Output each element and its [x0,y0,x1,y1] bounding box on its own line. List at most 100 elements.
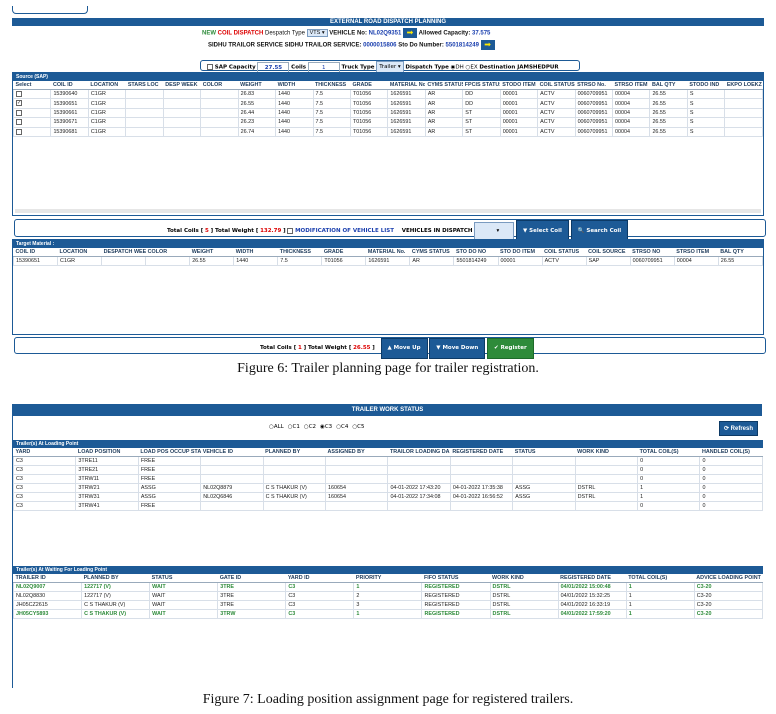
table-cell [162,126,202,138]
table-cell [574,465,639,475]
table-row[interactable]: C3 3TRW21 ASSG NL02Q8879 C S THAKUR (V) 16065… [12,483,763,493]
table-cell: ASSG [512,483,576,493]
table-row[interactable]: C3 3TRW41 FREE 0 0 [12,501,763,511]
table-cell: 26.23 [237,117,277,128]
table-cell: 0060709951 [574,117,614,128]
target-totals-row: Total Coils [ 1 ] Total Weight [ 26.55 ]… [14,337,766,359]
dh-label: DH [455,64,464,71]
table-row[interactable]: C3 3TRE11 FREE 0 0 [12,456,763,466]
table-cell: 1 [353,582,423,592]
allowed-capacity-value: 37.575 [472,30,491,37]
table-cell: 1 [625,591,695,601]
yard-radio-c2[interactable]: ○C2 [304,424,316,430]
vehicles-select[interactable]: ▾ [474,221,515,240]
row-select-checkbox[interactable] [16,119,22,126]
row-select-checkbox[interactable] [16,91,22,97]
table-cell [145,256,191,266]
table-cell: C3-20 [693,591,764,601]
despatch-type-select[interactable]: VTS ▾ [306,29,328,37]
table-cell: S [686,107,726,119]
table-cell: 00001 [499,88,539,100]
table-cell: 26.55 [649,117,688,128]
yard-radio-all[interactable]: ○ALL [269,424,284,430]
register-button[interactable]: ✔ Register [487,338,534,359]
row-select-cell: ✓ [12,98,52,109]
row-select-checkbox[interactable]: ✓ [16,100,22,107]
table-row[interactable]: C3 3TRW31 ASSG NL02Q6846 C S THAKUR (V) 16065… [12,492,763,502]
target-col-header: LOCATION [57,248,102,257]
row-select-checkbox[interactable] [16,109,22,116]
move-up-button[interactable]: ▲ Move Up [380,338,428,359]
bottom-total-weight-value: 26.55 [353,345,371,351]
destination-label: Destination JAMSHEDPUR [479,64,559,71]
table-cell: SAP [585,256,631,266]
table-cell [574,474,639,484]
table-row[interactable]: NL02Q9007 122717 (V) WAIT 3TRE C3 1 REGISTERED… [12,582,764,592]
source-col-header: STRSO No. [575,81,613,90]
bottom-total-weight-label: ] Total Weight [ [303,345,352,351]
table-row[interactable]: ✓ 15390651 C1GR 26.55 1440 7.5 T01056 1626591 AR… [12,98,763,109]
vehicle-go-icon[interactable]: ➡ [402,28,417,38]
table-cell: 3TRE [217,600,287,610]
target-col-header: STRSO ITEM [674,248,719,257]
table-row[interactable]: 15390671 C1GR 26.23 1440 7.5 T01056 1626591 AR S… [12,117,763,128]
table-row[interactable]: 15390651 C1GR 26.55 1440 7.5 T01056 1626591 AR 5… [12,256,764,266]
table-row[interactable]: 15390661 C1GR 26.44 1440 7.5 T01056 1626591 AR S… [12,107,763,119]
table-cell: 0 [699,456,763,466]
vehicle-no-value: NL02Q9351 [368,30,402,37]
waiting-col-header: REGISTERED DATE [558,574,627,583]
row-select-checkbox[interactable] [16,128,22,135]
table-cell: T01056 [349,107,389,119]
modification-checkbox[interactable] [287,227,294,234]
yard-radio-c5[interactable]: ○C5 [352,424,364,430]
yard-radio-c1[interactable]: ○C1 [288,424,300,430]
bottom-total-coils-label: Total Coils [ [260,345,297,351]
table-row[interactable]: NL02Q8830 122717 (V) WAIT 3TRE C3 2 REGISTERED… [12,591,764,601]
table-row[interactable]: 15390681 C1GR 26.74 1440 7.5 T01056 1626591 AR S… [12,126,763,138]
source-col-header: STODO IND [687,81,725,90]
ex-radio[interactable]: ○ [465,64,471,71]
target-col-header: STRSO NO [630,248,675,257]
yard-radio-c4[interactable]: ○C4 [336,424,348,430]
source-totals-row: Total Coils [ 5 ] Total Weight [ 132.79 … [14,219,766,242]
table-cell: C3 [12,492,77,502]
sap-capacity-checkbox[interactable] [207,64,213,70]
table-cell: REGISTERED [421,582,491,592]
waiting-panel: Trailer(s) At Waiting For Loading Point … [12,566,764,676]
horizontal-scrollbar[interactable] [15,209,761,213]
table-cell: 1440 [275,126,314,138]
table-cell: 00004 [673,256,719,266]
target-col-header: STO DO NO [453,248,499,257]
table-cell: 1440 [275,98,314,109]
bottom-close-bracket: ] [372,345,375,351]
table-row[interactable]: C3 3TRE21 FREE 0 0 [12,465,763,475]
row-select-cell [12,88,52,100]
table-cell: ACTV [537,98,576,109]
table-row[interactable]: C3 3TRW11 FREE 0 0 [12,474,763,484]
table-row[interactable]: 15390640 C1GR 26.83 1440 7.5 T01056 1626591 AR D… [12,88,763,100]
total-weight-label: ] Total Weight [ [210,228,259,234]
target-col-header: COLOR [145,248,190,257]
refresh-button[interactable]: ⟳ Refresh [718,421,758,436]
dispatch-type-label: Dispatch Type [405,64,449,71]
truck-type-value: Trailer [379,64,397,70]
table-cell [262,474,327,484]
table-row[interactable]: JH05CZ2615 C S THAKUR (V) WAIT 3TRE C3 3 REGIS… [12,600,764,610]
table-cell: DSTRL [489,591,559,601]
dh-radio[interactable]: ◉ [450,64,456,71]
loading-col-header: YARD [13,448,76,457]
table-cell: WAIT [149,591,219,601]
table-cell: 3TRE11 [75,456,139,466]
waiting-col-header: WORK KIND [490,574,559,583]
table-cell: 26.44 [237,107,277,119]
target-col-header: CYMS STATUS [409,248,454,257]
table-cell: 04/01/2022 16:33:19 [557,600,627,610]
table-row[interactable]: JH05CY5893 C S THAKUR (V) WAIT 3TRW C3 1 REGIS… [12,609,764,619]
table-cell: 7.5 [277,256,323,266]
yard-radio-c3[interactable]: ◉C3 [320,424,332,430]
table-cell: WAIT [149,600,219,610]
table-cell: T01056 [349,117,389,128]
sto-go-icon[interactable]: ➡ [480,40,495,50]
table-cell: 1440 [275,107,314,119]
move-down-button[interactable]: ▼ Move Down [429,338,486,359]
